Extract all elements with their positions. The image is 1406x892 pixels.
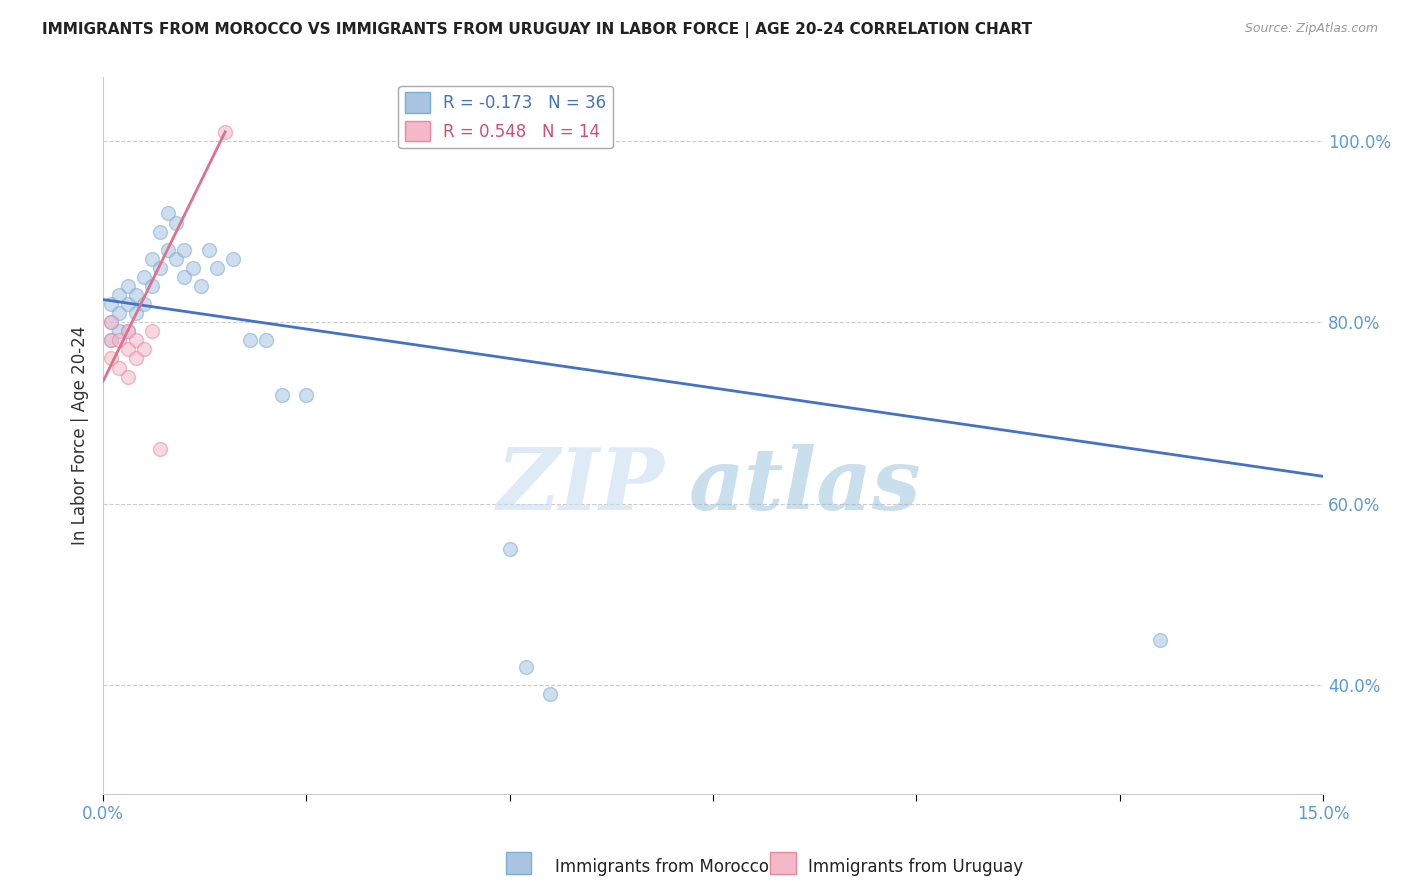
Point <box>141 324 163 338</box>
Point <box>165 252 187 266</box>
Point <box>157 243 180 257</box>
Point <box>108 306 131 320</box>
Point <box>132 297 155 311</box>
Point <box>108 334 131 348</box>
Point <box>157 206 180 220</box>
Point <box>117 369 139 384</box>
Text: Source: ZipAtlas.com: Source: ZipAtlas.com <box>1244 22 1378 36</box>
Point <box>100 315 122 329</box>
Point <box>100 315 122 329</box>
Point <box>124 334 146 348</box>
Text: ZIP: ZIP <box>496 444 664 527</box>
Point <box>141 252 163 266</box>
Point <box>117 343 139 357</box>
Point <box>117 279 139 293</box>
Point <box>181 260 204 275</box>
Point <box>108 324 131 338</box>
Point <box>1149 632 1171 647</box>
Point <box>100 334 122 348</box>
Point <box>238 334 260 348</box>
Text: atlas: atlas <box>689 444 921 527</box>
Text: IMMIGRANTS FROM MOROCCO VS IMMIGRANTS FROM URUGUAY IN LABOR FORCE | AGE 20-24 CO: IMMIGRANTS FROM MOROCCO VS IMMIGRANTS FR… <box>42 22 1032 38</box>
Point <box>173 243 195 257</box>
Point <box>141 279 163 293</box>
Point <box>132 269 155 284</box>
Text: Immigrants from Morocco: Immigrants from Morocco <box>555 858 769 876</box>
Point <box>149 260 172 275</box>
Point <box>100 351 122 366</box>
Point <box>540 687 562 701</box>
Point <box>100 297 122 311</box>
Point <box>117 324 139 338</box>
Point <box>190 279 212 293</box>
Point <box>254 334 277 348</box>
Point <box>499 541 522 556</box>
Point <box>132 343 155 357</box>
Point <box>295 388 318 402</box>
Point <box>173 269 195 284</box>
Y-axis label: In Labor Force | Age 20-24: In Labor Force | Age 20-24 <box>72 326 89 545</box>
Point <box>222 252 245 266</box>
Point <box>108 288 131 302</box>
Point <box>124 351 146 366</box>
Point <box>271 388 294 402</box>
Bar <box>506 852 531 874</box>
Point <box>149 225 172 239</box>
Legend: R = -0.173   N = 36, R = 0.548   N = 14: R = -0.173 N = 36, R = 0.548 N = 14 <box>398 86 613 148</box>
Point <box>124 288 146 302</box>
Point <box>205 260 228 275</box>
Point <box>100 334 122 348</box>
Point <box>149 442 172 457</box>
Point <box>108 360 131 375</box>
Point <box>117 324 139 338</box>
Point <box>515 659 537 673</box>
Point <box>117 297 139 311</box>
Point <box>165 215 187 229</box>
Point <box>214 125 236 139</box>
Point <box>124 306 146 320</box>
Text: Immigrants from Uruguay: Immigrants from Uruguay <box>808 858 1024 876</box>
Bar <box>770 852 796 874</box>
Point <box>198 243 221 257</box>
